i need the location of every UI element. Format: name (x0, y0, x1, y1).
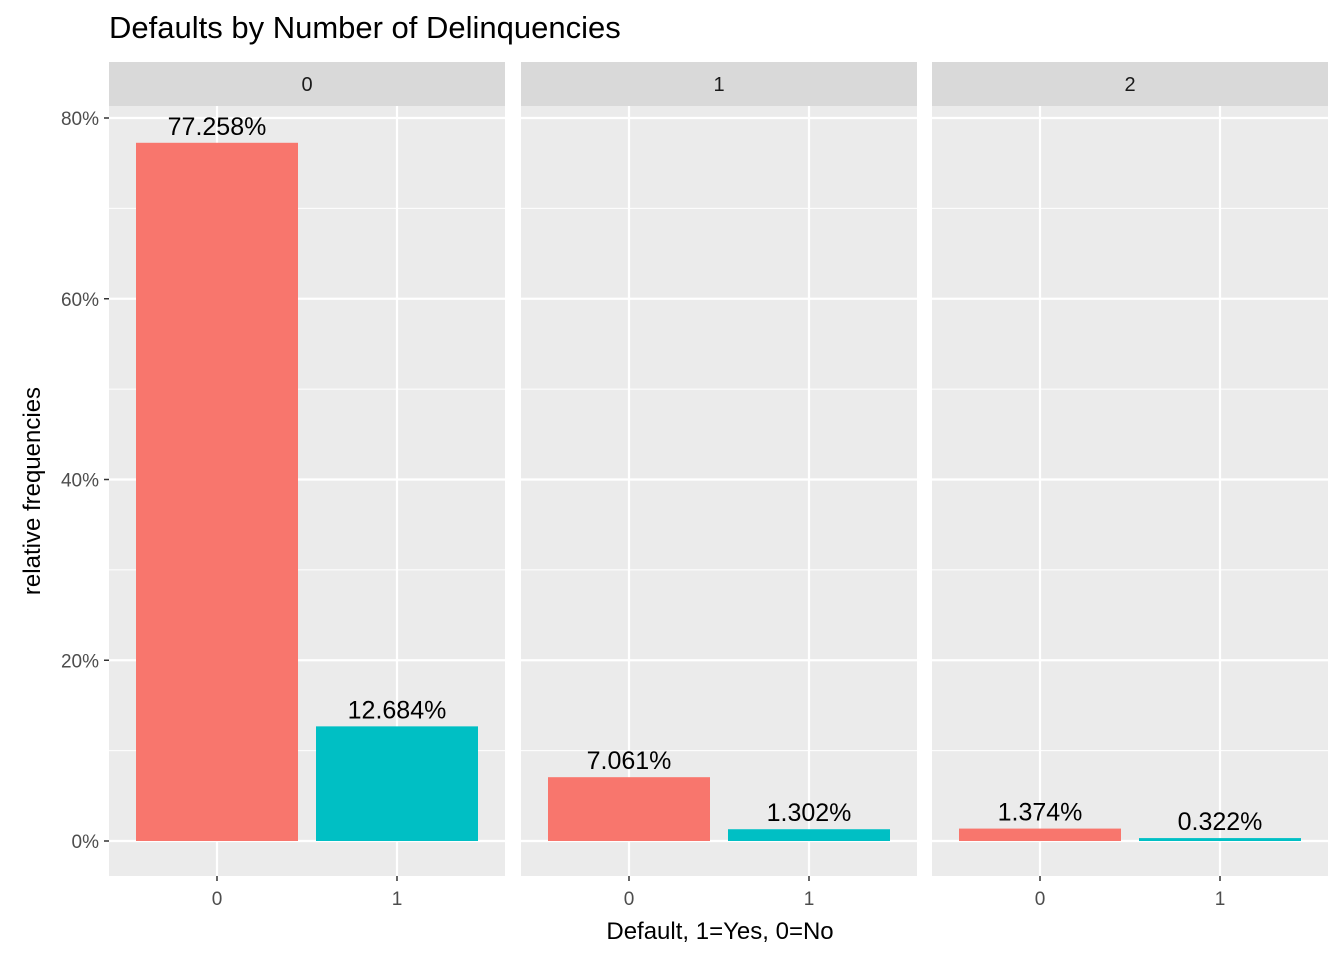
bar-data-label: 77.258% (168, 113, 267, 141)
bar-data-label: 12.684% (348, 696, 447, 724)
bar (1139, 838, 1301, 841)
bar (548, 777, 710, 841)
x-tick-label: 0 (1035, 889, 1046, 910)
x-tick-label: 1 (804, 889, 815, 910)
bar (728, 829, 890, 841)
bar-data-label: 1.302% (767, 799, 852, 827)
y-tick-label: 40% (61, 471, 99, 492)
y-tick-label: 20% (61, 651, 99, 672)
facet-strip (109, 62, 505, 106)
y-tick-label: 60% (61, 290, 99, 311)
x-tick-label: 0 (624, 889, 635, 910)
bar-data-label: 0.322% (1178, 808, 1263, 836)
facet-panels: 0 77.258% 0 12.684% 1 1 7.061% 0 1.302% 1 2 1.374% 0… (109, 62, 1328, 910)
y-axis: 0% 20% 40% 60% 80% (61, 109, 109, 853)
facet-panel: 1 7.061% 0 1.302% 1 (521, 62, 917, 910)
x-axis-title: Default, 1=Yes, 0=No (606, 918, 833, 945)
y-tick-label: 80% (61, 109, 99, 130)
chart-title: Defaults by Number of Delinquencies (109, 10, 621, 45)
x-tick-label: 1 (392, 889, 403, 910)
x-tick-label: 1 (1215, 889, 1226, 910)
bar-data-label: 1.374% (998, 799, 1083, 827)
bar (316, 726, 478, 841)
x-tick-label: 0 (212, 889, 223, 910)
bar (136, 142, 298, 841)
y-axis-title: relative frequencies (19, 387, 46, 595)
facet-strip-label: 0 (301, 74, 312, 96)
facet-strip (521, 62, 917, 106)
y-tick-label: 0% (72, 832, 100, 853)
facet-panel: 0 77.258% 0 12.684% 1 (109, 62, 505, 910)
facet-strip-label: 2 (1124, 74, 1135, 96)
bar-data-label: 7.061% (587, 747, 672, 775)
facet-strip (932, 62, 1328, 106)
bar (959, 828, 1121, 841)
panel-background (932, 106, 1328, 876)
facet-strip-label: 1 (713, 74, 724, 96)
facet-panel: 2 1.374% 0 0.322% 1 (932, 62, 1328, 910)
panel-background (521, 106, 917, 876)
